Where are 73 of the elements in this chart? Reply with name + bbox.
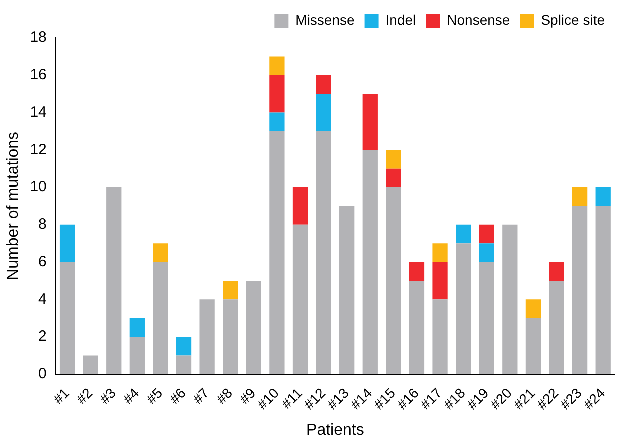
bar <box>292 224 308 374</box>
legend-label: Indel <box>386 12 416 28</box>
bar <box>502 224 518 374</box>
legend-label: Missense <box>296 12 356 28</box>
bar <box>223 280 238 300</box>
x-tick-label: #3 <box>96 384 120 408</box>
x-tick-label: #8 <box>213 384 236 408</box>
bar <box>270 131 285 374</box>
bar <box>386 150 402 169</box>
bar <box>106 188 122 374</box>
bar <box>340 206 355 374</box>
bar <box>432 300 448 374</box>
bar <box>572 188 588 206</box>
bar <box>246 280 262 374</box>
y-tick-label: 0 <box>38 366 47 383</box>
x-axis-title: Patients <box>306 422 364 439</box>
x-tick-label: #2 <box>73 384 96 408</box>
bar <box>549 262 564 281</box>
bar <box>386 168 402 188</box>
y-tick-label: 2 <box>38 328 47 346</box>
y-tick-label: 10 <box>30 178 47 196</box>
y-tick-label: 12 <box>30 141 47 158</box>
bar <box>316 94 332 132</box>
y-tick-label: 16 <box>30 66 47 84</box>
y-tick-label: 8 <box>38 216 47 234</box>
bar <box>176 337 192 356</box>
bar <box>596 188 611 206</box>
bar <box>409 280 425 374</box>
y-tick-label: 4 <box>38 290 47 308</box>
bar <box>362 150 378 374</box>
bar <box>130 318 145 338</box>
x-tick-label: #24 <box>580 384 608 413</box>
bar <box>479 224 494 244</box>
bar <box>479 244 494 262</box>
bar <box>316 75 332 94</box>
bar <box>130 337 145 374</box>
bar <box>549 280 564 374</box>
bar <box>596 206 611 374</box>
legend-label: Nonsense <box>447 12 510 28</box>
x-tick-label: #1 <box>50 384 73 408</box>
bar <box>432 244 448 262</box>
bar <box>292 188 308 225</box>
bar <box>223 300 238 374</box>
bar <box>456 224 472 244</box>
bar <box>270 112 285 132</box>
bar <box>270 75 285 113</box>
bar <box>456 244 472 374</box>
y-tick-label: 18 <box>30 29 47 46</box>
bar <box>176 356 192 374</box>
bar <box>153 244 168 262</box>
x-tick-label: #7 <box>190 384 212 408</box>
bar <box>386 188 402 374</box>
bar <box>83 356 98 374</box>
y-tick-label: 14 <box>30 104 47 121</box>
bar <box>409 262 425 281</box>
bar <box>316 131 332 374</box>
bar <box>362 94 378 150</box>
bar <box>60 262 76 374</box>
x-tick-label: #6 <box>166 384 190 408</box>
bar <box>479 262 494 374</box>
bar <box>60 224 76 262</box>
bar <box>526 318 542 374</box>
bar <box>200 300 215 374</box>
bar <box>432 262 448 300</box>
legend-label: Splice site <box>541 12 606 28</box>
bar <box>526 300 542 318</box>
x-tick-label: #4 <box>120 384 142 408</box>
x-tick-label: #5 <box>143 384 166 408</box>
y-tick-label: 6 <box>38 253 47 270</box>
bar <box>572 206 588 374</box>
y-axis-title: Number of mutations <box>5 132 22 280</box>
bar <box>270 56 285 76</box>
bar <box>153 262 168 374</box>
